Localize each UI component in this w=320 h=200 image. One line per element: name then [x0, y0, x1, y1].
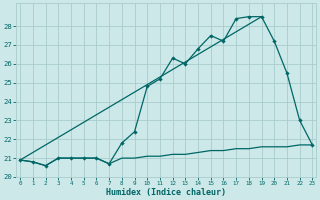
X-axis label: Humidex (Indice chaleur): Humidex (Indice chaleur) — [106, 188, 226, 197]
